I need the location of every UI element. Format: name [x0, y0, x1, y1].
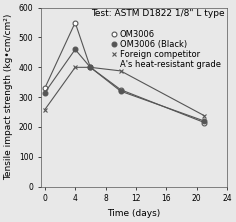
Y-axis label: Tensile impact strength (kg•cm/cm²): Tensile impact strength (kg•cm/cm²) [4, 14, 13, 180]
X-axis label: Time (days): Time (days) [107, 209, 161, 218]
Text: Test: ASTM D1822 1/8" L type: Test: ASTM D1822 1/8" L type [92, 10, 225, 18]
Legend: OM3006, OM3006 (Black), Foreign competitor, A's heat-resistant grade: OM3006, OM3006 (Black), Foreign competit… [111, 30, 221, 69]
